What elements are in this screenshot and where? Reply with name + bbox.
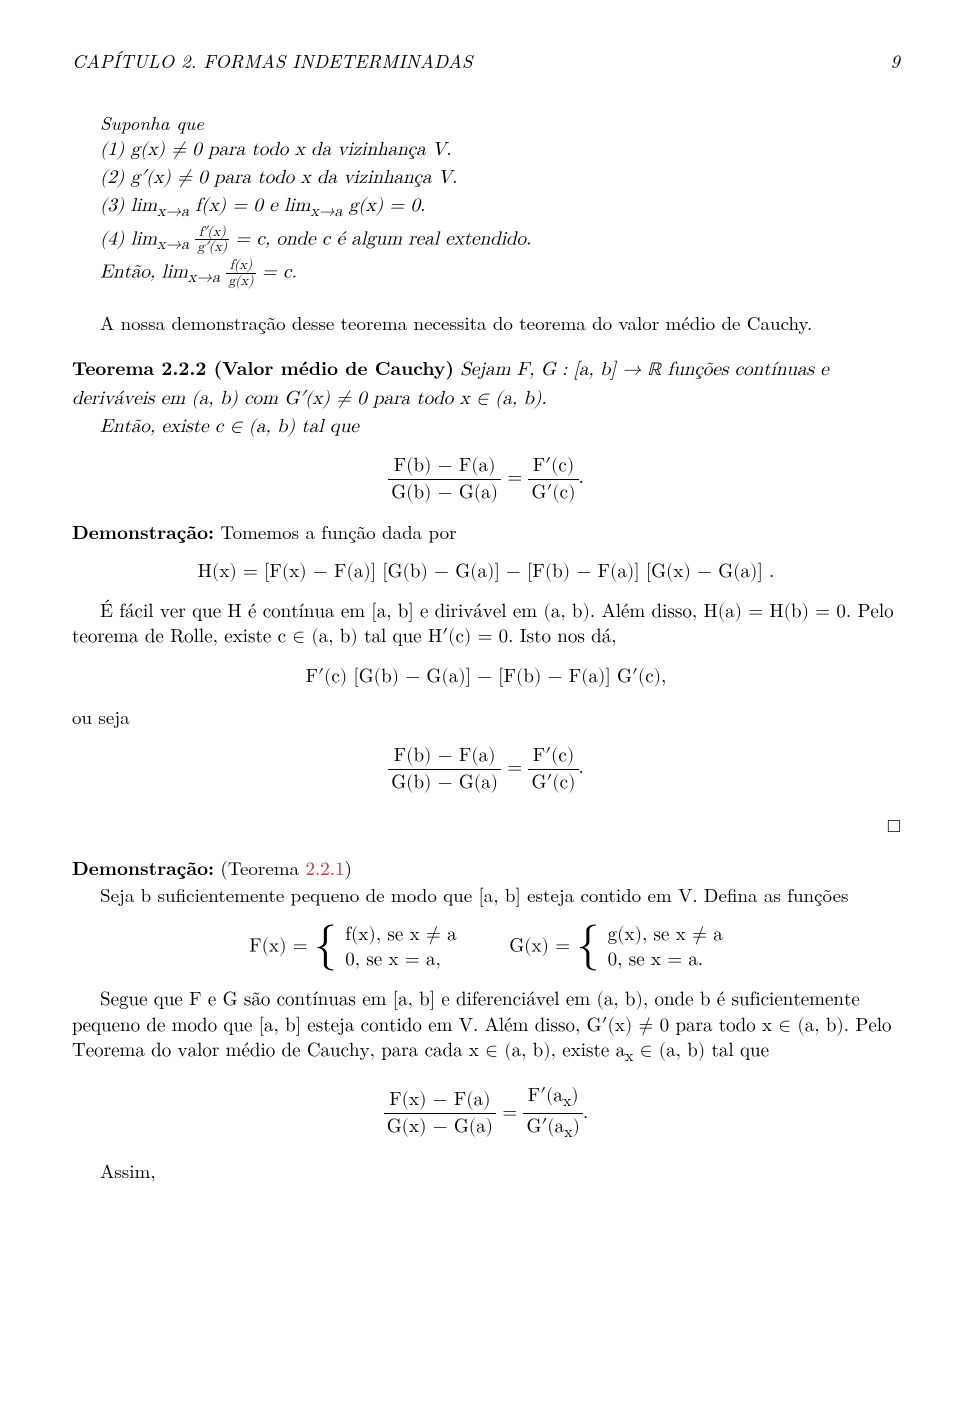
text: = c, onde c é algum real extendido.	[229, 229, 531, 248]
numer: F(x) − F(a)	[384, 1087, 496, 1114]
case-1: g(x), se x ≠ a	[608, 922, 723, 948]
entao-1: Então, limx→a f(x) g(x) = c.	[100, 258, 900, 289]
paragraph-segue: Segue que F e G são contínuas em [a, b] …	[72, 987, 900, 1068]
fraction: f′(x) g′(x)	[195, 225, 229, 255]
sub: x→a	[157, 203, 189, 219]
text: )	[345, 854, 352, 881]
item-2: (2) g′(x) ≠ 0 para todo x da vizinhança …	[100, 165, 900, 191]
theorem-entao: Então, existe c ∈ (a, b) tal que	[72, 414, 900, 440]
paragraph-define-funcs: Seja b suficientemente pequeno de modo q…	[72, 882, 900, 908]
proof-label: Demonstração:	[72, 517, 214, 545]
fraction-left: F(b) − F(a) G(b) − G(a)	[388, 453, 501, 505]
fraction-left: F(b) − F(a) G(b) − G(a)	[388, 743, 501, 795]
equation-cauchy-ratio-2: F(b) − F(a) G(b) − G(a) = F′(c) G′(c) .	[72, 743, 900, 795]
equation-Fprime: F′(c) [G(b) − G(a)] − [F(b) − F(a)] G′(c…	[72, 664, 900, 690]
case-2: 0, se x = a.	[608, 947, 723, 973]
Fx-lhs: F(x) =	[249, 937, 314, 956]
denom: G(x) − G(a)	[384, 1114, 496, 1140]
Gx-cases: g(x), se x ≠ a 0, se x = a.	[608, 922, 723, 973]
fraction: f(x) g(x)	[226, 258, 255, 288]
numer: f′(x)	[195, 225, 229, 241]
real-symbol: ℝ	[647, 361, 661, 380]
assim: Assim,	[72, 1158, 900, 1184]
sub: x→a	[310, 203, 342, 219]
equals: =	[507, 468, 528, 487]
dot: .	[579, 759, 584, 778]
proof-2-start: Demonstração: (Teorema 2.2.1)	[72, 855, 900, 881]
denom: G′(ax)	[523, 1114, 582, 1144]
Gx-lhs: G(x) =	[509, 937, 576, 956]
qed-box: □	[72, 810, 900, 837]
paragraph-cauchy-need: A nossa demonstração desse teorema neces…	[72, 310, 900, 336]
ou-seja: ou seja	[72, 704, 900, 730]
item-3: (3) limx→a f(x) = 0 e limx→a g(x) = 0.	[100, 193, 900, 223]
denom: g(x)	[226, 274, 255, 289]
proof-label: Demonstração:	[72, 853, 214, 881]
sub: x	[564, 1125, 572, 1141]
denom: G′(c)	[528, 480, 578, 506]
text: Então, lim	[100, 262, 188, 281]
text: (Teorema	[214, 854, 305, 881]
sub: x→a	[188, 270, 220, 286]
equation-H: H(x) = [F(x) − F(a)] [G(b) − G(a)] − [F(…	[72, 559, 900, 585]
denom: G(b) − G(a)	[388, 480, 501, 506]
case-2: 0, se x = a,	[345, 947, 456, 973]
numer: F(b) − F(a)	[388, 453, 501, 480]
t: G′(a	[526, 1117, 564, 1136]
fraction-right: F′(c) G′(c)	[528, 453, 578, 505]
denom: g′(x)	[195, 240, 229, 255]
paragraph-rolle: É fácil ver que H é contínua em [a, b] e…	[72, 599, 900, 650]
numer: f(x)	[226, 258, 255, 274]
text: (4) lim	[100, 229, 157, 248]
text: Tomemos a função dada por	[214, 518, 456, 545]
sub: x→a	[157, 237, 189, 253]
equation-cauchy-ratio: F(b) − F(a) G(b) − G(a) = F′(c) G′(c) .	[72, 453, 900, 505]
proof-1-start: Demonstração: Tomemos a função dada por	[72, 519, 900, 545]
item-4: (4) limx→a f′(x) g′(x) = c, onde c é alg…	[100, 225, 900, 256]
text: (3) lim	[100, 196, 157, 215]
denom: G(b) − G(a)	[388, 770, 501, 796]
fraction-left: F(x) − F(a) G(x) − G(a)	[384, 1087, 496, 1139]
theorem-222: Teorema 2.2.2 (Valor médio de Cauchy) Se…	[72, 355, 900, 411]
numer: F(b) − F(a)	[388, 743, 501, 770]
header-left: CAPÍTULO 2. FORMAS INDETERMINADAS	[72, 48, 473, 74]
text: ∈ (a, b) tal que	[633, 1041, 769, 1060]
case-1: f(x), se x ≠ a	[345, 922, 456, 948]
Fx-cases: f(x), se x ≠ a 0, se x = a,	[345, 922, 456, 973]
numer: F′(ax)	[523, 1083, 582, 1114]
fraction-right: F′(c) G′(c)	[528, 743, 578, 795]
equals: =	[507, 759, 528, 778]
suppose: Suponha que	[100, 110, 900, 136]
item-1: (1) g(x) ≠ 0 para todo x da vizinhança V…	[100, 137, 900, 163]
t: F′(a	[528, 1086, 563, 1105]
text: g(x) = 0.	[342, 196, 425, 215]
numer: F′(c)	[528, 453, 578, 480]
equation-piecewise: F(x) = { f(x), se x ≠ a 0, se x = a, G(x…	[72, 922, 900, 973]
text: Sejam F, G : [a, b] →	[460, 360, 647, 379]
page-number: 9	[890, 48, 900, 74]
equation-cauchy-ax: F(x) − F(a) G(x) − G(a) = F′(ax) G′(ax) …	[72, 1083, 900, 1144]
dot: .	[579, 468, 584, 487]
t: )	[573, 1117, 580, 1136]
page-header: CAPÍTULO 2. FORMAS INDETERMINADAS 9	[72, 48, 900, 74]
numer: F′(c)	[528, 743, 578, 770]
denom: G′(c)	[528, 770, 578, 796]
fraction-right: F′(ax) G′(ax)	[523, 1083, 582, 1144]
text: = c.	[256, 262, 297, 281]
equals: =	[502, 1102, 523, 1121]
text: f(x) = 0 e lim	[189, 196, 310, 215]
theorem-ref[interactable]: 2.2.1	[305, 854, 344, 881]
t: )	[571, 1086, 578, 1105]
dot: .	[583, 1102, 588, 1121]
theorem-label: Teorema 2.2.2 (Valor médio de Cauchy)	[72, 353, 454, 381]
